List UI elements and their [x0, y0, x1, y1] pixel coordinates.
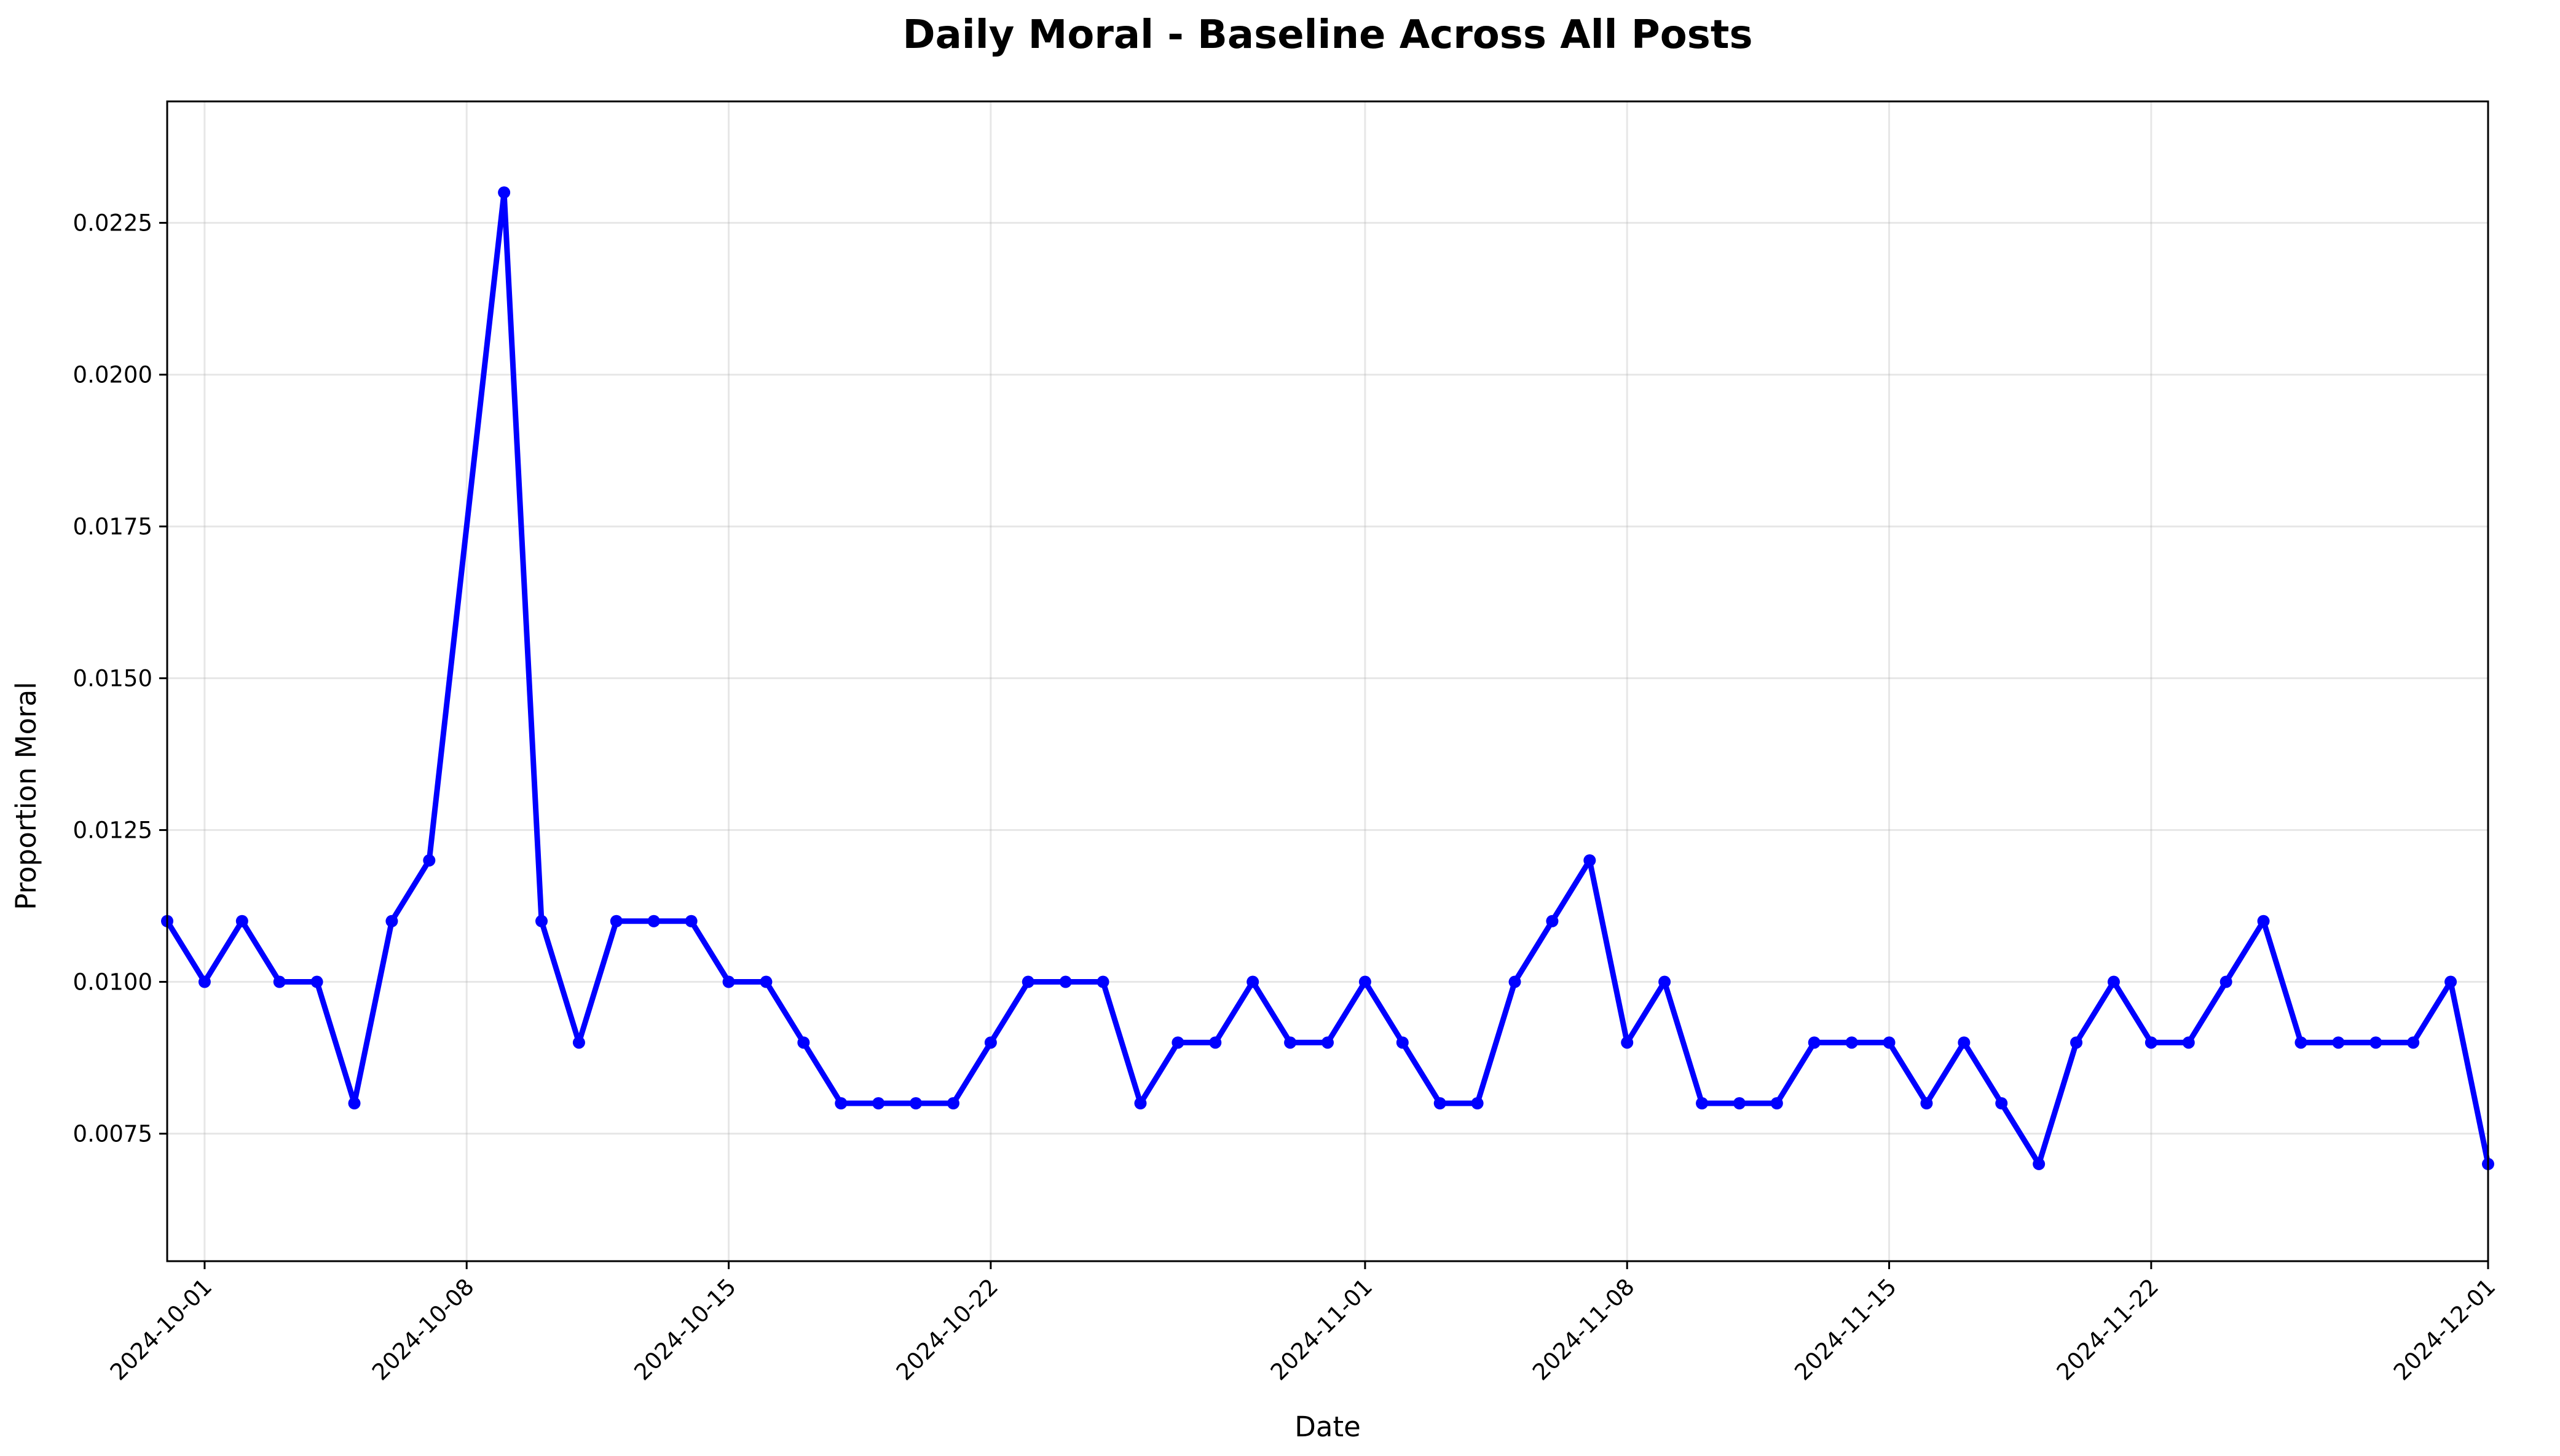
data-point [1172, 1036, 1184, 1049]
series-layer [161, 186, 2494, 1170]
data-point [1583, 854, 1596, 867]
data-point [1134, 1097, 1147, 1110]
data-point [685, 915, 698, 927]
data-point [273, 975, 286, 988]
y-tick-label: 0.0100 [73, 969, 152, 996]
data-point [760, 975, 773, 988]
chart-title: Daily Moral - Baseline Across All Posts [902, 12, 1752, 58]
data-point [2107, 975, 2120, 988]
data-point [1358, 975, 1371, 988]
data-point [535, 915, 548, 927]
data-point [1883, 1036, 1896, 1049]
data-point [198, 975, 211, 988]
data-point [722, 975, 735, 988]
data-point [1808, 1036, 1821, 1049]
data-point [2369, 1036, 2382, 1049]
y-tick-label: 0.0150 [73, 666, 152, 692]
data-point [947, 1097, 959, 1110]
data-point [1097, 975, 1109, 988]
plot-area-frame [166, 100, 2489, 1262]
data-point [2332, 1036, 2345, 1049]
data-point [423, 854, 436, 867]
data-point [610, 915, 623, 927]
data-point [2407, 1036, 2420, 1049]
data-point [2294, 1036, 2307, 1049]
data-point [1733, 1097, 1746, 1110]
data-point [1433, 1097, 1446, 1110]
data-point [1845, 1036, 1858, 1049]
data-point [1546, 915, 1559, 927]
data-point [1621, 1036, 1634, 1049]
data-point [1059, 975, 1072, 988]
y-tick-label: 0.0175 [73, 514, 152, 540]
data-point [498, 186, 511, 199]
y-tick-label: 0.0200 [73, 362, 152, 388]
data-point [2219, 975, 2232, 988]
data-point [1247, 975, 1259, 988]
data-point [872, 1097, 885, 1110]
data-point [2182, 1036, 2195, 1049]
data-point [2144, 1036, 2157, 1049]
y-tick-label: 0.0075 [73, 1121, 152, 1147]
y-axis-label: Proportion Moral [10, 682, 42, 910]
y-tick-label: 0.0225 [73, 210, 152, 237]
data-point [984, 1036, 997, 1049]
data-point [910, 1097, 923, 1110]
data-point [310, 975, 323, 988]
data-point [1920, 1097, 1933, 1110]
data-point [2070, 1036, 2083, 1049]
data-point [1022, 975, 1034, 988]
data-point [1658, 975, 1671, 988]
data-point [2033, 1157, 2046, 1170]
data-point [2444, 975, 2457, 988]
data-point [1770, 1097, 1783, 1110]
data-point [1696, 1097, 1709, 1110]
data-point [1209, 1036, 1222, 1049]
data-point [1958, 1036, 1971, 1049]
data-point [1396, 1036, 1409, 1049]
data-point [1471, 1097, 1484, 1110]
data-point [647, 915, 660, 927]
data-point [797, 1036, 810, 1049]
data-point [835, 1097, 848, 1110]
data-point [1995, 1097, 2008, 1110]
data-point [385, 915, 398, 927]
data-point [1508, 975, 1521, 988]
data-point [1284, 1036, 1297, 1049]
data-point [2257, 915, 2270, 927]
y-tick-label: 0.0125 [73, 817, 152, 844]
data-point [235, 915, 248, 927]
grid-lines [167, 101, 2489, 1261]
data-point [572, 1036, 585, 1049]
x-axis-label: Date [1294, 1411, 1361, 1443]
data-point [348, 1097, 361, 1110]
data-point [1321, 1036, 1334, 1049]
series-line [164, 189, 2491, 1167]
